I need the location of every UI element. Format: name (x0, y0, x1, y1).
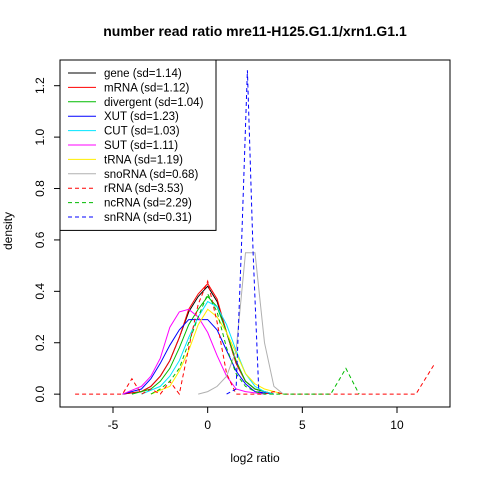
legend-label-10: ncRNA (sd=2.29) (104, 198, 192, 210)
legend-label-1: gene (sd=1.14) (104, 68, 182, 80)
legend-label-11: snRNA (sd=0.31) (104, 212, 192, 224)
series-line-6 (122, 308, 265, 395)
y-tick-label: 0.8 (33, 180, 47, 197)
x-tick-label: 10 (390, 418, 404, 432)
series-line-5 (141, 300, 275, 395)
plot-frame (59, 59, 451, 408)
x-axis-label: log2 ratio (230, 451, 280, 465)
series-line-7 (150, 308, 284, 395)
y-tick-label: 1.2 (33, 77, 47, 94)
legend-label-8: snoRNA (sd=0.68) (104, 169, 198, 181)
series-line-11 (226, 70, 265, 395)
y-tick-label: 1.0 (33, 128, 47, 145)
y-tick-label: 0.6 (33, 231, 47, 248)
series-line-9 (75, 279, 436, 396)
x-tick-label: 0 (204, 418, 211, 432)
legend-label-4: XUT (sd=1.23) (104, 111, 179, 123)
legend-label-7: tRNA (sd=1.19) (104, 154, 183, 166)
plot-layer: -5 0 5 10 0.0 0.2 0.4 0.6 0.8 1.0 1.2 (33, 59, 451, 432)
legend-label-2: mRNA (sd=1.12) (104, 82, 189, 94)
legend-label-9: rRNA (sd=3.53) (104, 183, 184, 195)
series-line-3 (131, 295, 275, 395)
series-line-10 (150, 292, 360, 395)
legend: gene (sd=1.14) mRNA (sd=1.12) divergent (s… (59, 59, 217, 231)
y-tick-label: 0.4 (33, 283, 47, 300)
legend-label-3: divergent (sd=1.04) (104, 97, 204, 109)
chart-title: number read ratio mre11-H125.G1.1/xrn1.G… (103, 23, 407, 39)
x-tick-label: -5 (108, 418, 119, 432)
series-line-4 (122, 319, 274, 395)
y-axis-label: density (1, 212, 15, 250)
legend-label-5: CUT (sd=1.03) (104, 126, 180, 138)
y-tick-label: 0.0 (33, 385, 47, 402)
x-tick-label: 5 (299, 418, 306, 432)
y-tick-label: 0.2 (33, 334, 47, 351)
legend-label-6: SUT (sd=1.11) (104, 140, 178, 152)
series-line-8 (198, 252, 284, 395)
